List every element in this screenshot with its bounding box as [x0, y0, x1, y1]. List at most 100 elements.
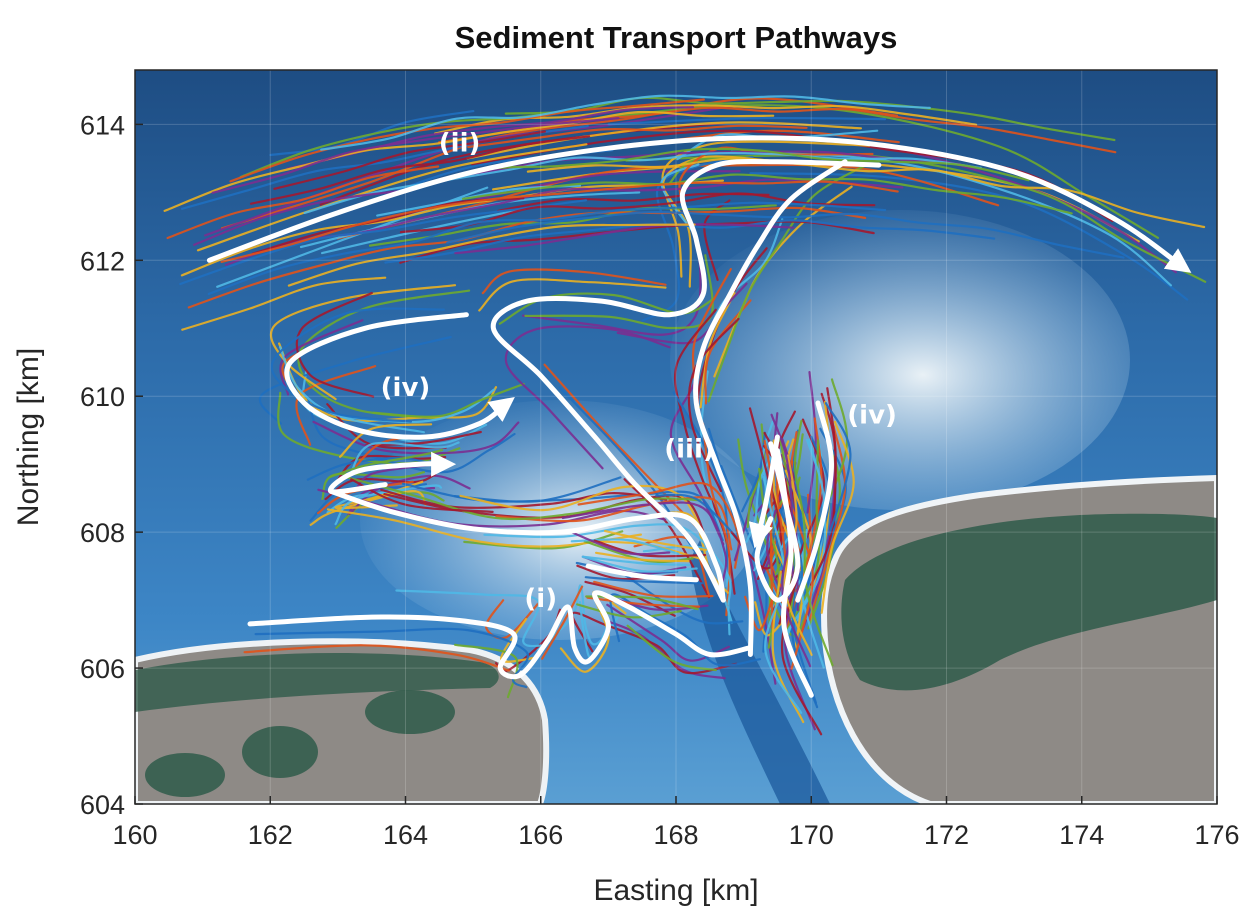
particle-track-18 [297, 289, 471, 420]
particle-track-215 [581, 555, 698, 573]
annotation-label-0: (i) [524, 584, 557, 614]
inlet-channel [690, 540, 830, 804]
pathway-11 [585, 563, 699, 583]
particle-track-57 [691, 268, 732, 379]
particle-track-246 [229, 98, 705, 183]
particle-track-235 [504, 96, 1116, 142]
particle-track-5 [216, 186, 489, 288]
particle-track-105 [655, 493, 742, 543]
particle-track-34 [295, 291, 375, 398]
y-tick-label-3: 610 [80, 382, 125, 412]
particle-track-254 [287, 223, 696, 287]
particle-track-201 [570, 538, 680, 555]
particle-track-81 [321, 471, 425, 500]
particle-track-211 [593, 580, 714, 598]
particle-track-249 [461, 173, 1073, 215]
annotation-label-2: (iii) [664, 434, 715, 464]
particle-track-51 [478, 278, 667, 312]
particle-track-238 [446, 210, 1125, 259]
particle-track-214 [585, 595, 699, 611]
particle-track-210 [584, 576, 703, 585]
particle-track-242 [418, 147, 1030, 189]
y-tick-label-0: 604 [80, 790, 125, 820]
plot-area [135, 70, 1217, 804]
y-axis-label: Northing [km] [12, 348, 45, 526]
particle-track-44 [662, 155, 771, 288]
particle-track-202 [593, 539, 707, 558]
particle-track-161 [824, 402, 852, 536]
x-tick-label-2: 164 [383, 820, 428, 850]
particle-track-159 [786, 438, 827, 633]
x-tick-label-0: 160 [112, 820, 157, 850]
pathway-1 [284, 312, 515, 440]
particle-track-230 [249, 135, 591, 205]
particle-track-82 [349, 441, 460, 476]
transport-pathways [206, 135, 1192, 698]
particle-track-225 [187, 206, 867, 309]
shoal-light [670, 210, 1130, 510]
annotation-label-4: (iv) [847, 400, 897, 430]
x-tick-label-7: 174 [1059, 820, 1104, 850]
particle-track-77 [306, 456, 429, 481]
particle-track-150 [806, 371, 817, 514]
particle-track-170 [771, 570, 805, 724]
particle-track-30 [269, 284, 457, 401]
particle-track-193 [626, 624, 717, 672]
y-tick-label-2: 608 [80, 518, 125, 548]
particle-track-97 [380, 488, 668, 509]
island-west-marsh-3 [145, 753, 225, 797]
particle-track-250 [320, 94, 931, 151]
particle-track-43 [481, 268, 667, 295]
particle-track-156 [820, 420, 855, 614]
particle-track-187 [395, 589, 546, 648]
x-axis-label: Easting [km] [593, 874, 758, 907]
island-east-vegetation [841, 513, 1217, 691]
particle-track-1 [220, 97, 899, 230]
particle-track-233 [181, 276, 387, 331]
particle-track-237 [273, 130, 546, 190]
particle-track-160 [809, 387, 837, 586]
y-tick-label-4: 612 [80, 246, 125, 276]
particle-track-148 [808, 425, 847, 621]
particle-track-42 [641, 156, 754, 322]
particle-track-16 [196, 143, 588, 252]
particle-track-9 [466, 121, 862, 160]
annotation-label-1: (ii) [439, 129, 481, 159]
island-west-vegetation [135, 652, 499, 712]
grid-lines [135, 70, 1217, 804]
x-tick-label-3: 166 [518, 820, 563, 850]
particle-track-253 [220, 180, 899, 263]
particle-track-48 [623, 478, 711, 599]
chart-title: Sediment Transport Pathways [455, 20, 898, 55]
island-west-marsh-1 [365, 690, 455, 734]
particle-track-21 [258, 335, 452, 425]
y-tick-label-5: 614 [80, 110, 125, 140]
pathway-5 [328, 488, 726, 603]
particle-track-247 [526, 157, 1206, 229]
x-axis-ticks: 160 162 164 166 168 170 172 174 176 [112, 796, 1240, 850]
pathway-annotations: (i) (ii) (iii) (iv) (iv) [381, 129, 897, 614]
particle-track-63 [672, 391, 729, 580]
particle-track-95 [463, 530, 624, 550]
annotation-label-3: (iv) [381, 373, 431, 403]
x-tick-label-8: 176 [1194, 820, 1239, 850]
y-axis-ticks: 604 606 608 610 612 614 [80, 110, 143, 820]
pathway-8 [795, 400, 834, 603]
pathway-0 [206, 135, 1192, 273]
particle-track-4 [625, 153, 1207, 283]
particle-track-239 [467, 124, 808, 149]
particle-track-190 [243, 644, 510, 672]
particle-track-45 [504, 325, 671, 470]
x-tick-label-4: 168 [653, 820, 698, 850]
particle-track-189 [254, 627, 530, 689]
particle-track-79 [309, 490, 427, 526]
x-tick-label-6: 172 [924, 820, 969, 850]
particle-track-96 [483, 523, 732, 605]
particle-track-208 [582, 555, 691, 566]
particle-track-174 [780, 582, 823, 736]
particle-track-186 [454, 643, 519, 699]
particle-track-179 [793, 419, 834, 667]
pathway-10 [247, 590, 753, 680]
pathway-2 [490, 158, 882, 603]
